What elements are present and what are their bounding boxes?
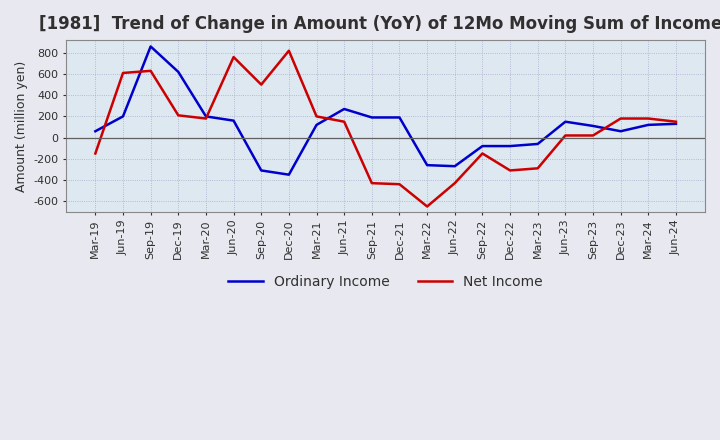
Net Income [561,133,570,138]
Net Income [284,48,293,53]
Net Income [451,180,459,186]
Net Income [367,180,376,186]
Net Income [644,116,652,121]
Ordinary Income [340,106,348,112]
Net Income [616,116,625,121]
Net Income [478,151,487,156]
Ordinary Income [561,119,570,125]
Ordinary Income [395,115,404,120]
Net Income [146,68,155,73]
Net Income [312,114,321,119]
Ordinary Income [257,168,266,173]
Line: Net Income: Net Income [95,51,676,206]
Ordinary Income [174,69,183,74]
Ordinary Income [505,143,514,149]
Ordinary Income [478,143,487,149]
Y-axis label: Amount (million yen): Amount (million yen) [15,60,28,191]
Ordinary Income [534,141,542,147]
Net Income [395,182,404,187]
Net Income [119,70,127,76]
Title: [1981]  Trend of Change in Amount (YoY) of 12Mo Moving Sum of Incomes: [1981] Trend of Change in Amount (YoY) o… [39,15,720,33]
Net Income [174,113,183,118]
Ordinary Income [119,114,127,119]
Net Income [589,133,598,138]
Ordinary Income [616,128,625,134]
Net Income [229,55,238,60]
Ordinary Income [367,115,376,120]
Legend: Ordinary Income, Net Income: Ordinary Income, Net Income [222,269,549,294]
Ordinary Income [423,162,431,168]
Net Income [257,82,266,87]
Ordinary Income [672,121,680,126]
Ordinary Income [589,123,598,128]
Ordinary Income [202,114,210,119]
Ordinary Income [312,122,321,128]
Net Income [340,119,348,125]
Net Income [202,116,210,121]
Net Income [91,151,99,156]
Ordinary Income [644,122,652,128]
Ordinary Income [284,172,293,177]
Ordinary Income [229,118,238,123]
Net Income [534,166,542,171]
Net Income [505,168,514,173]
Net Income [672,119,680,125]
Ordinary Income [451,164,459,169]
Net Income [423,204,431,209]
Ordinary Income [91,128,99,134]
Line: Ordinary Income: Ordinary Income [95,47,676,175]
Ordinary Income [146,44,155,49]
